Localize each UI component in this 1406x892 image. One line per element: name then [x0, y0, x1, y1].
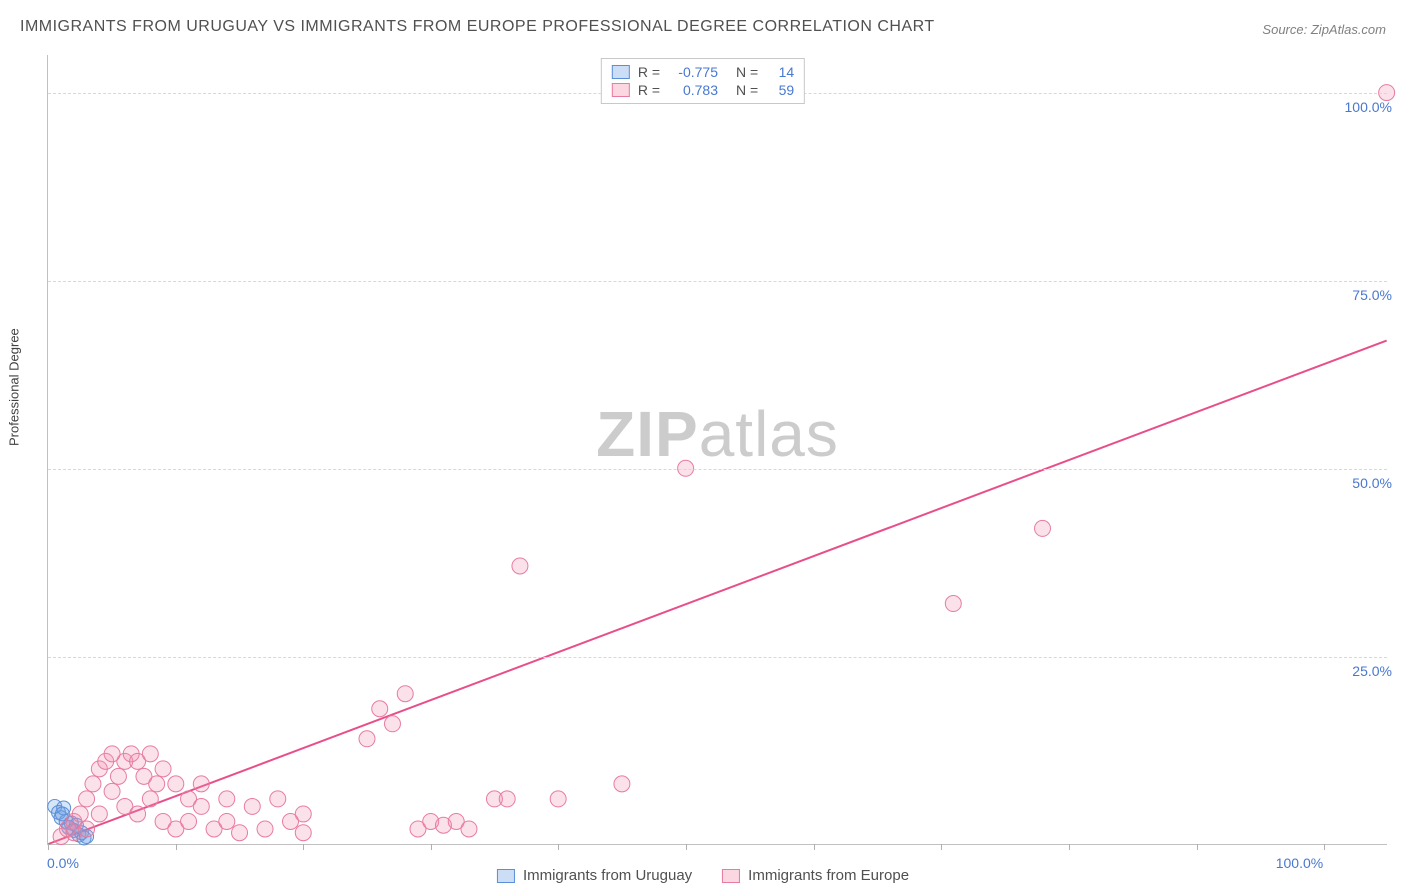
- data-point: [219, 791, 235, 807]
- legend-swatch: [722, 869, 740, 883]
- r-label: R =: [638, 64, 660, 80]
- data-point: [149, 776, 165, 792]
- y-tick-label: 75.0%: [1352, 287, 1392, 303]
- r-value: -0.775: [668, 64, 718, 80]
- data-point: [295, 806, 311, 822]
- data-point: [1035, 520, 1051, 536]
- data-point: [257, 821, 273, 837]
- plot-area: ZIPatlas: [47, 55, 1387, 845]
- data-point: [142, 791, 158, 807]
- tick-x: [1324, 844, 1325, 850]
- data-point: [232, 825, 248, 841]
- source-label: Source:: [1262, 22, 1307, 37]
- y-axis-label: Professional Degree: [7, 328, 22, 446]
- scatter-plot-svg: [48, 55, 1387, 844]
- data-point: [614, 776, 630, 792]
- data-point: [372, 701, 388, 717]
- legend-correlation-row: R = 0.783 N = 59: [612, 81, 794, 99]
- data-point: [193, 798, 209, 814]
- tick-x: [558, 844, 559, 850]
- n-label: N =: [736, 82, 758, 98]
- data-point: [110, 768, 126, 784]
- tick-x: [941, 844, 942, 850]
- data-point: [270, 791, 286, 807]
- data-point: [155, 761, 171, 777]
- data-point: [244, 798, 260, 814]
- r-label: R =: [638, 82, 660, 98]
- data-point: [359, 731, 375, 747]
- data-point: [79, 821, 95, 837]
- n-label: N =: [736, 64, 758, 80]
- data-point: [142, 746, 158, 762]
- data-point: [499, 791, 515, 807]
- data-point: [512, 558, 528, 574]
- legend-series: Immigrants from Uruguay Immigrants from E…: [497, 867, 909, 884]
- legend-swatch: [612, 83, 630, 97]
- trend-line: [48, 341, 1386, 844]
- gridline-horizontal: [48, 657, 1387, 658]
- data-point: [550, 791, 566, 807]
- x-tick-label: 100.0%: [1276, 855, 1323, 871]
- data-point: [79, 791, 95, 807]
- n-value: 59: [766, 82, 794, 98]
- y-tick-label: 50.0%: [1352, 475, 1392, 491]
- gridline-horizontal: [48, 469, 1387, 470]
- data-point: [91, 806, 107, 822]
- legend-series-item: Immigrants from Europe: [722, 867, 909, 884]
- tick-x: [1069, 844, 1070, 850]
- chart-title: IMMIGRANTS FROM URUGUAY VS IMMIGRANTS FR…: [20, 18, 935, 36]
- tick-x: [814, 844, 815, 850]
- tick-x: [48, 844, 49, 850]
- legend-correlation-row: R = -0.775 N = 14: [612, 63, 794, 81]
- tick-x: [176, 844, 177, 850]
- legend-series-label: Immigrants from Uruguay: [523, 867, 692, 884]
- data-point: [72, 806, 88, 822]
- data-point: [168, 776, 184, 792]
- y-tick-label: 100.0%: [1345, 99, 1392, 115]
- tick-x: [303, 844, 304, 850]
- data-point: [193, 776, 209, 792]
- data-point: [945, 596, 961, 612]
- y-tick-label: 25.0%: [1352, 663, 1392, 679]
- source-attribution: Source: ZipAtlas.com: [1262, 22, 1386, 37]
- data-point: [219, 813, 235, 829]
- legend-swatch: [497, 869, 515, 883]
- tick-x: [431, 844, 432, 850]
- data-point: [461, 821, 477, 837]
- x-tick-label: 0.0%: [47, 855, 79, 871]
- tick-x: [1197, 844, 1198, 850]
- n-value: 14: [766, 64, 794, 80]
- data-point: [130, 806, 146, 822]
- data-point: [295, 825, 311, 841]
- data-point: [104, 783, 120, 799]
- tick-x: [686, 844, 687, 850]
- legend-series-label: Immigrants from Europe: [748, 867, 909, 884]
- data-point: [85, 776, 101, 792]
- legend-series-item: Immigrants from Uruguay: [497, 867, 692, 884]
- legend-correlation-box: R = -0.775 N = 14 R = 0.783 N = 59: [601, 58, 805, 104]
- r-value: 0.783: [668, 82, 718, 98]
- data-point: [397, 686, 413, 702]
- source-name: ZipAtlas.com: [1311, 22, 1386, 37]
- gridline-horizontal: [48, 281, 1387, 282]
- legend-swatch: [612, 65, 630, 79]
- data-point: [384, 716, 400, 732]
- data-point: [181, 813, 197, 829]
